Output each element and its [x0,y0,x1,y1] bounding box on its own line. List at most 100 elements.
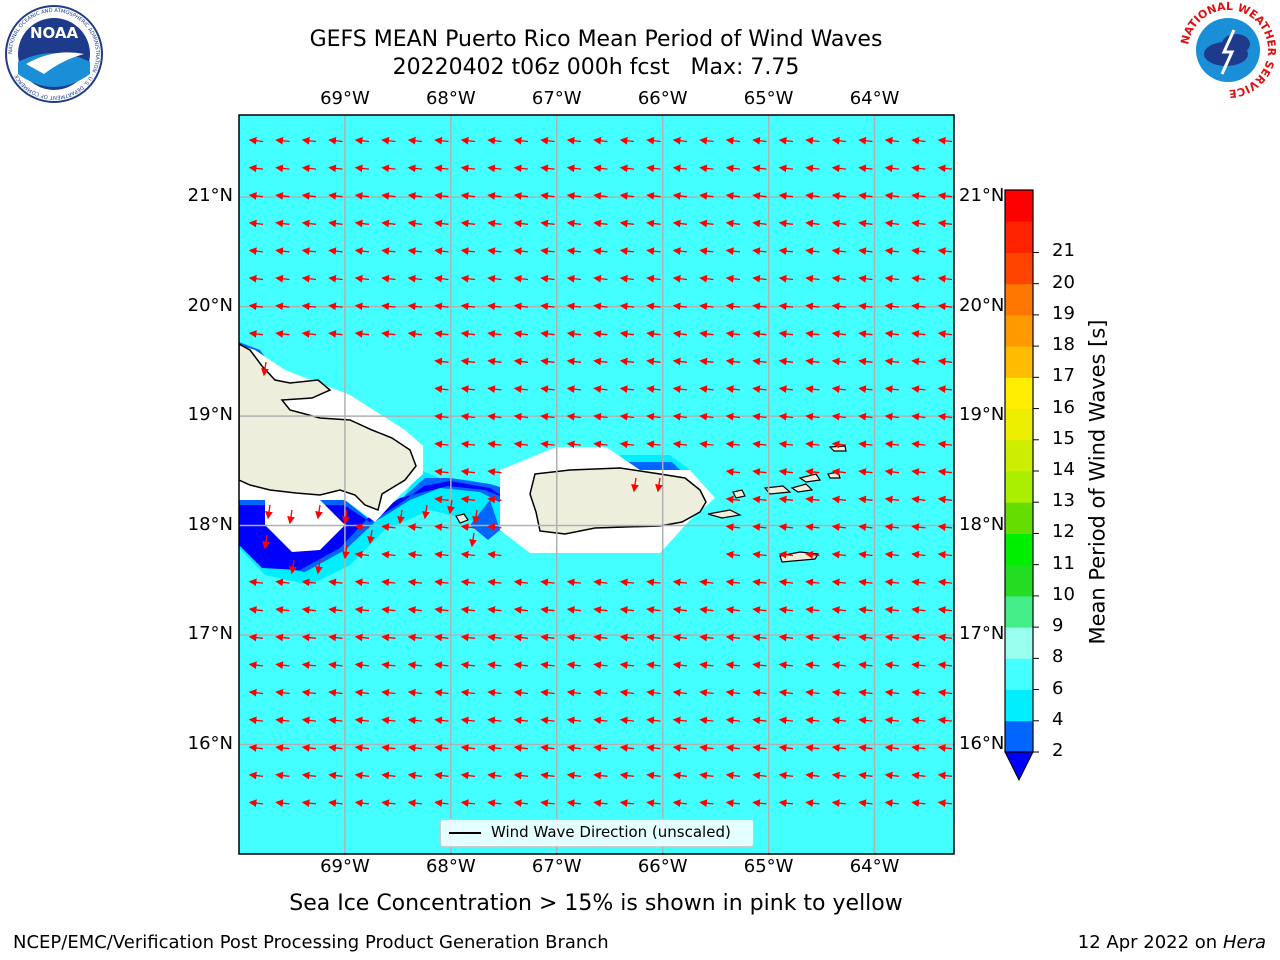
wind-arrow [354,523,370,532]
wind-arrow [911,274,926,283]
wind-arrow [778,219,794,228]
wind-arrow [301,661,317,670]
wind-arrow [725,357,741,366]
wind-arrow [699,247,714,256]
wind-arrow [407,550,423,559]
wind-arrow [725,661,741,670]
wind-arrow [884,716,900,725]
wind-arrow [884,385,900,394]
wind-arrow [434,799,449,808]
wind-arrow [752,274,767,283]
wind-arrow [805,688,820,697]
wind-arrow [315,559,323,575]
wind-arrow [513,330,529,338]
wind-arrow [487,302,502,311]
wind-arrow [460,192,476,200]
wind-arrow [911,219,926,228]
wind-arrow [699,440,714,449]
wind-arrow [513,799,529,808]
wind-arrow [646,302,661,311]
wind-arrow [831,550,847,559]
wind-arrow [831,606,847,614]
wind-arrow [342,544,350,560]
wind-arrow [487,550,502,559]
wind-arrow [858,578,873,587]
wind-arrow [752,302,767,311]
colorbar-segment [1005,377,1033,410]
wind-arrow [566,578,582,587]
wind-arrow [805,468,820,476]
lon-tick-label: 68°W [425,88,476,109]
footer-branch: NCEP/EMC/Verification Post Processing Pr… [13,932,609,953]
wind-arrow [354,192,370,200]
wind-arrow [301,633,317,642]
map-frame [238,114,955,855]
wind-arrow [646,385,661,394]
wind-arrow [805,330,820,338]
wind-arrow [778,495,794,504]
wind-arrow [381,578,396,587]
wind-arrow [831,302,847,311]
wind-arrow [805,274,820,283]
wind-arrow [248,219,264,228]
colorbar-segment [1005,283,1033,316]
wind-arrow [460,440,476,449]
wind-arrow [460,578,476,587]
wind-arrow [301,716,317,725]
colorbar-tick-label: 15 [1052,427,1075,449]
wind-arrow [831,688,847,697]
wind-arrow [831,412,847,421]
wind-wave-arrows [248,136,953,808]
wind-arrow [752,606,767,614]
wind-arrow [566,247,582,256]
wind-arrow [275,799,290,808]
wind-arrow [540,578,555,587]
wind-arrow [619,744,635,752]
wind-arrow [725,302,741,311]
wind-arrow [275,302,290,311]
wind-arrow [381,633,396,642]
wind-arrow [805,164,820,173]
wind-arrow [248,302,264,311]
wind-arrow [566,606,582,614]
wind-arrow [301,606,317,614]
wind-arrow [487,192,502,200]
wind-arrow [831,495,847,504]
wind-arrow [354,606,370,614]
wind-arrow [422,504,430,520]
wind-arrow [381,744,396,752]
wind-arrow [566,192,582,200]
wind-arrow [672,744,688,752]
wind-arrow [831,468,847,476]
wind-arrow [911,164,926,173]
wind-arrow [725,247,741,256]
wind-arrow [328,799,343,808]
wind-arrow [858,716,873,725]
wind-arrow [381,771,396,780]
wind-arrow [434,136,449,145]
wind-arrow [672,633,688,642]
lon-tick-label: 67°W [531,856,582,877]
wind-arrow [487,357,502,366]
wind-arrow [858,771,873,780]
colorbar-segment [1005,564,1033,597]
colorbar-tick-label: 12 [1052,521,1075,543]
wind-arrow [593,799,608,808]
wind-arrow [460,771,476,780]
wind-arrow [407,633,423,642]
wind-arrow [472,509,480,525]
wind-arrow [593,330,608,338]
wind-arrow [778,357,794,366]
wind-arrow [752,661,767,670]
wind-arrow [858,633,873,642]
wind-arrow [937,219,953,228]
wind-arrow [407,192,423,200]
wind-arrow [367,529,375,545]
wind-arrow [858,606,873,614]
wind-arrow [646,771,661,780]
map-legend: Wind Wave Direction (unscaled) [440,819,754,847]
wind-arrow [434,744,449,752]
wind-arrow [778,578,794,587]
wind-arrow [593,219,608,228]
wind-arrow [805,661,820,670]
